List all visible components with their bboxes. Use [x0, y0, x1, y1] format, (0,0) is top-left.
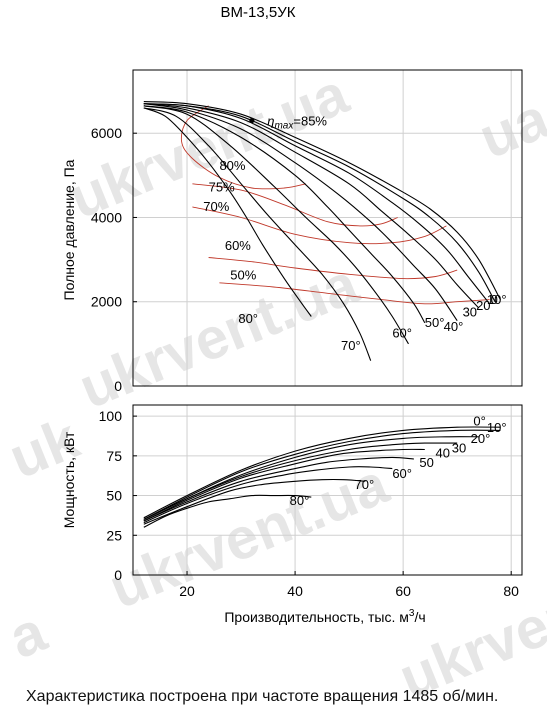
series-label: 30 [463, 304, 477, 319]
y-tick-label: 25 [106, 527, 122, 543]
series-label: 0 [491, 292, 498, 307]
series-label: 50° [425, 315, 445, 330]
plot-frame [132, 404, 523, 576]
series-line [143, 107, 372, 361]
y-tick-label: 50 [106, 488, 122, 504]
series-line [143, 456, 414, 522]
x-tick-label: 60 [395, 583, 411, 599]
series-line [143, 478, 366, 525]
y-tick-label: 2000 [91, 294, 122, 310]
efficiency-curve [219, 282, 490, 305]
series-line [143, 466, 393, 524]
series-line [143, 442, 458, 520]
series-label: 20 [476, 298, 490, 313]
x-tick-label: 80 [503, 583, 519, 599]
efficiency-label: 50% [230, 267, 256, 282]
y-tick-label: 75 [106, 448, 122, 464]
series-label: 80° [290, 493, 310, 508]
y-tick-label: 4000 [91, 209, 122, 225]
series-line [143, 105, 426, 324]
series-line [143, 103, 458, 322]
series-label: 10° [487, 420, 507, 435]
y-tick-label: 100 [99, 408, 123, 424]
x-axis-label: Производительность, тыс. м3/ч [224, 608, 425, 625]
y-axis-label-pressure: Полное давление, Па [61, 159, 77, 300]
series-label: 60° [392, 466, 412, 481]
series-line [143, 426, 501, 519]
series-line [143, 101, 501, 300]
series-label: 50 [419, 455, 433, 470]
series-line [143, 429, 501, 520]
efficiency-label: 60% [225, 238, 251, 253]
series-label: 10° [487, 292, 507, 307]
series-line [143, 103, 480, 309]
series-line [143, 103, 496, 302]
series-label: 40° [444, 319, 464, 334]
series-label: 70° [341, 338, 361, 353]
y-axis-label-power: Мощность, кВт [61, 431, 77, 528]
chart-title: ВМ-13,5УК [221, 4, 296, 21]
series-line [143, 448, 425, 522]
series-line [143, 107, 312, 317]
efficiency-label: 80% [219, 158, 245, 173]
efficiency-label: 70% [203, 199, 229, 214]
series-line [143, 105, 409, 345]
caption: Характеристика построена при частоте вра… [26, 688, 499, 705]
x-tick-label: 40 [287, 583, 303, 599]
x-tick-label: 20 [179, 583, 195, 599]
series-label: 20° [471, 431, 491, 446]
efficiency-curve [208, 257, 458, 280]
efficiency-label: 75% [209, 179, 235, 194]
plot-frame [132, 69, 523, 387]
series-label: 0° [473, 414, 485, 429]
series-line [143, 436, 479, 520]
series-label: 30 [452, 441, 466, 456]
series-label: 60° [392, 326, 412, 341]
efficiency-curve [192, 183, 398, 227]
series-label: 70° [355, 477, 375, 492]
efficiency-curve [192, 206, 447, 245]
efficiency-curve [180, 105, 306, 190]
series-label: 40 [436, 445, 450, 460]
y-tick-label: 6000 [91, 125, 122, 141]
eta-max-annotation: ηmax=85% [267, 114, 327, 132]
series-label: 80° [238, 311, 258, 326]
y-tick-label: 0 [114, 378, 122, 394]
y-tick-label: 0 [114, 567, 122, 583]
series-line [143, 103, 491, 305]
series-line [143, 494, 312, 528]
max-efficiency-point [249, 117, 255, 124]
